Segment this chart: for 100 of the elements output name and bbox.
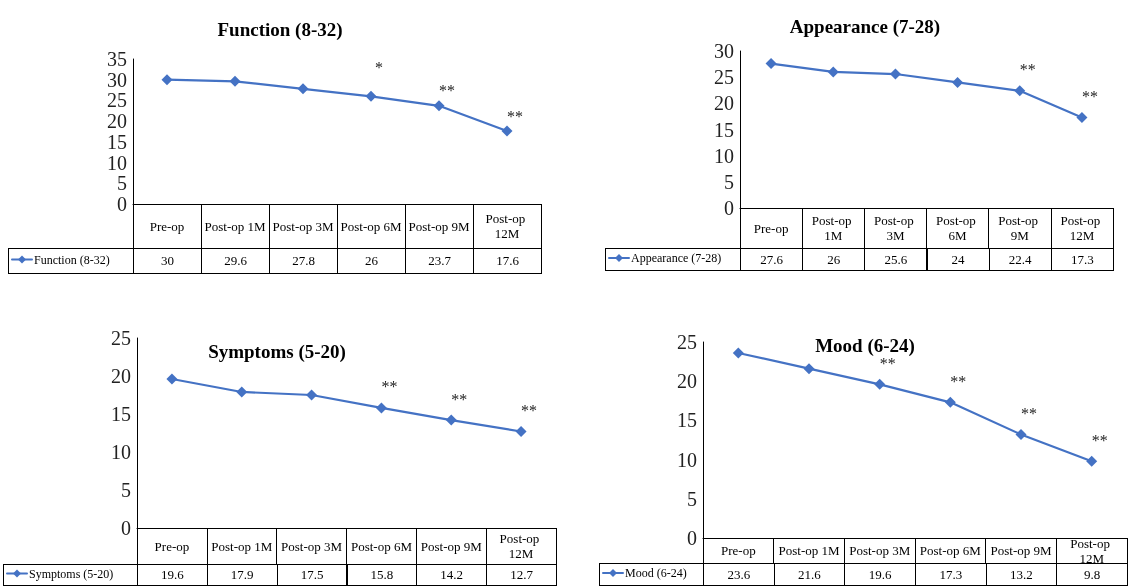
y-tick-label: 0 [687, 527, 697, 549]
x-tick-label: Post-op 1M [811, 213, 855, 243]
y-tick-label: 10 [107, 151, 127, 174]
x-tick-label: Post-op 6M [340, 218, 402, 234]
y-tick-label: 10 [111, 441, 131, 463]
x-tick-label: Post-op 12M [485, 211, 529, 241]
y-tick-label: 15 [714, 118, 734, 141]
point [874, 378, 886, 390]
point [365, 90, 377, 102]
x-tick-label: Pre-op [154, 538, 190, 554]
point [803, 363, 815, 375]
annotation: ** [1021, 405, 1037, 423]
point [732, 347, 744, 359]
x-tick-label: Post-op 12M [1070, 535, 1114, 566]
y-tick-label: 5 [117, 172, 127, 195]
y-tick-label: 20 [107, 110, 127, 133]
point [1014, 85, 1026, 97]
y-tick-label: 15 [107, 130, 127, 153]
data-label: 17.9 [206, 564, 278, 586]
data-label: 22.4 [988, 248, 1052, 271]
y-tick-label: 25 [677, 331, 697, 353]
data-label: 25.6 [864, 248, 928, 271]
data-label: 26 [802, 248, 866, 271]
annotation: ** [381, 378, 398, 396]
x-tick-label: Post-op 3M [281, 538, 343, 554]
data-label: 24 [926, 248, 990, 271]
data-label: 14.2 [416, 564, 488, 586]
x-tick-label: Post-op 1M [204, 218, 266, 234]
y-tick-label: 15 [677, 409, 697, 432]
data-label: 17.3 [915, 563, 987, 586]
chart-title: Symptoms (5-20) [208, 341, 346, 363]
y-tick-label: 20 [677, 370, 697, 393]
data-label: 27.6 [740, 248, 804, 271]
x-tick-label: Pre-op [721, 543, 756, 558]
data-label: 19.6 [844, 563, 916, 586]
point [501, 125, 513, 137]
y-tick-label: 25 [714, 66, 734, 89]
point [375, 402, 387, 414]
data-label: 23.6 [703, 563, 775, 586]
point [306, 389, 318, 401]
y-tick-label: 0 [724, 197, 734, 219]
x-tick-label: Post-op 9M [420, 538, 483, 554]
y-tick-label: 10 [677, 448, 697, 471]
y-tick-label: 15 [111, 403, 131, 425]
data-label: 13.2 [985, 563, 1058, 586]
data-label: 21.6 [773, 563, 846, 586]
x-tick-label: Post-op 9M [998, 213, 1042, 243]
y-tick-label: 5 [121, 479, 131, 501]
x-tick-label: Post-op 6M [919, 543, 982, 558]
x-tick-label: Post-op 6M [350, 538, 413, 554]
legend-label: Symptoms (5-20) [29, 566, 114, 581]
y-tick-label: 10 [714, 144, 734, 167]
y-tick-label: 30 [714, 40, 734, 62]
x-tick-label: Pre-op [753, 220, 789, 236]
chart-title: Mood (6-24) [815, 335, 915, 357]
point [944, 396, 956, 408]
data-label: 26 [337, 248, 406, 274]
point [229, 75, 241, 87]
y-tick-label: 35 [107, 48, 127, 70]
point [1076, 111, 1088, 123]
data-label: 12.7 [486, 564, 557, 586]
x-tick-label: Post-op 12M [1060, 213, 1104, 243]
y-tick-label: 5 [724, 170, 734, 193]
point [952, 76, 964, 88]
point [765, 58, 777, 70]
point [1086, 455, 1098, 467]
legend-label: Function (8-32) [34, 252, 110, 267]
data-label: 27.8 [269, 248, 338, 274]
chart-title: Appearance (7-28) [789, 16, 941, 38]
y-tick-label: 0 [121, 517, 131, 539]
y-tick-label: 0 [117, 193, 127, 215]
annotation: ** [521, 401, 538, 419]
x-tick-label: Post-op 3M [849, 543, 911, 558]
annotation: ** [1081, 87, 1098, 105]
data-label: 29.6 [201, 248, 270, 274]
x-tick-label: Post-op 9M [990, 543, 1052, 558]
data-label: 17.3 [1050, 248, 1114, 271]
y-tick-label: 25 [111, 327, 131, 349]
data-label: 17.6 [473, 248, 542, 274]
annotation: * [375, 58, 383, 76]
x-tick-label: Post-op 1M [778, 543, 840, 558]
point [297, 83, 309, 95]
y-tick-label: 20 [111, 365, 131, 387]
annotation: ** [950, 372, 967, 390]
point [445, 414, 457, 426]
point [161, 74, 173, 86]
point [433, 100, 445, 112]
y-tick-label: 5 [687, 487, 697, 510]
point [166, 373, 178, 385]
y-tick-label: 20 [714, 92, 734, 115]
y-tick-label: 30 [107, 68, 127, 91]
legend-label: Appearance (7-28) [631, 251, 722, 265]
x-tick-label: Post-op 6M [936, 213, 980, 243]
data-label: 19.6 [137, 564, 208, 586]
x-tick-label: Pre-op [149, 218, 185, 234]
annotation: ** [1019, 61, 1036, 79]
data-label: 23.7 [405, 248, 474, 274]
x-tick-label: Post-op 9M [408, 218, 470, 234]
x-tick-label: Post-op 12M [499, 531, 543, 561]
data-label: 15.8 [346, 564, 418, 586]
